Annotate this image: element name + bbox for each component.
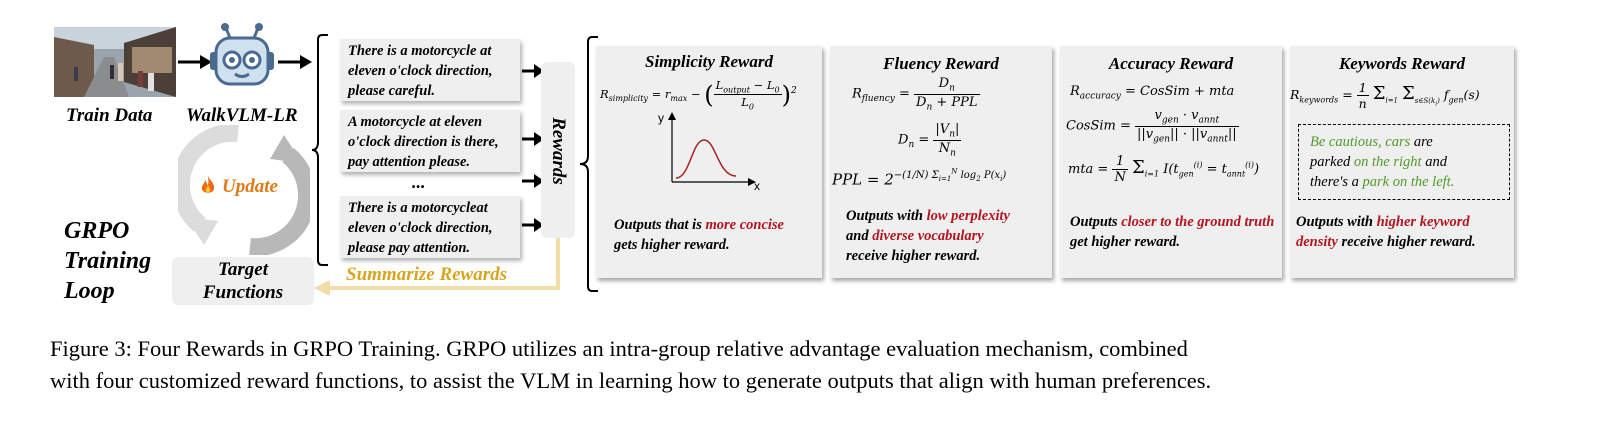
train-data-photo [54, 27, 176, 97]
summarize-label: Summarize Rewards [346, 264, 508, 285]
simplicity-desc-red: more concise [705, 217, 784, 233]
accuracy-desc-pre: Outputs [1070, 214, 1122, 230]
grpo-loop-line-2: Training [64, 248, 152, 274]
keywords-example-box [1298, 124, 1510, 200]
output-1-line-1: There is a motorcycle at [348, 43, 492, 59]
simplicity-desc-post: gets higher reward. [614, 237, 730, 253]
accuracy-card [1060, 46, 1282, 278]
fluency-desc-red1: low perplexity [926, 208, 1010, 224]
grpo-loop-label: GRPO Training Loop [64, 216, 151, 306]
summarize-arrow [314, 238, 560, 296]
target-functions-label: Target Functions [172, 258, 314, 304]
simplicity-desc-pre: Outputs that is [614, 217, 706, 233]
grpo-loop-line-3: Loop [64, 278, 115, 304]
keywords-desc-red: higher keyword density [1296, 214, 1470, 250]
target-functions-box [172, 257, 314, 305]
output-2-line-3: pay attention please. [348, 154, 471, 170]
keywords-desc-pre: Outputs with [1296, 214, 1377, 230]
accuracy-desc-post: get higher reward. [1070, 234, 1180, 250]
output-3-line-3: please pay attention. [348, 240, 471, 256]
figure-caption: Figure 3: Four Rewards in GRPO Training.… [50, 333, 1580, 397]
fluency-desc-mid: and [846, 228, 873, 244]
keywords-desc-post: receive higher reward. [1337, 234, 1476, 250]
kw-ex-l1-post: are [1410, 134, 1433, 150]
accuracy-formula-1: Raccuracy = CosSim + mta [1070, 84, 1235, 102]
arrow-icon [178, 55, 212, 69]
arrow-icon [278, 55, 312, 69]
output-box-3 [340, 196, 520, 258]
fluency-formula-2: Dn = |Vn| Nn [898, 122, 962, 159]
target-line-1: Target [218, 259, 268, 280]
output-2-line-1: A motorcycle at eleven [348, 114, 483, 130]
output-2-line-2: o'clock direction is there, [348, 134, 499, 150]
output-3-line-2: eleven o'clock direction, [348, 220, 493, 236]
keywords-example-text: Be cautious, cars are parked on the righ… [1310, 132, 1454, 192]
fluency-formula-3: PPL = 2−(1/N) Σi=1N log2 P(xi) [832, 168, 1007, 189]
plot-y-label: y [658, 111, 664, 125]
rewards-box [541, 62, 575, 238]
kw-ex-l2-post: and [1421, 154, 1447, 170]
rewards-label: Rewards [548, 117, 569, 185]
keywords-card [1290, 46, 1514, 278]
accuracy-title: Accuracy Reward [1108, 54, 1234, 73]
update-loop-arrows [178, 125, 310, 255]
accuracy-desc: Outputs closer to the ground truth get h… [1070, 212, 1276, 252]
kw-ex-l1-green: Be cautious, cars [1310, 134, 1411, 150]
kw-ex-l3-pre: there's a [1310, 174, 1363, 190]
fluency-card [830, 46, 1052, 278]
model-label: WalkVLM-LR [186, 105, 298, 126]
rewards-brace [579, 36, 598, 292]
fluency-desc-pre: Outputs with [846, 208, 927, 224]
accuracy-formula-2: CosSim = vgen · vannt ||vgen|| · ||vannt|… [1066, 108, 1239, 145]
outputs-to-rewards-arrows [522, 64, 544, 232]
simplicity-plot: y x [658, 111, 760, 190]
simplicity-card [596, 46, 822, 278]
simplicity-formula: Rsimplicity = rmax − (Loutput − L0 L0)2 [600, 78, 797, 112]
plot-x-label: x [754, 179, 760, 190]
output-1-line-3: please careful. [348, 83, 435, 99]
fire-icon [201, 176, 215, 193]
fluency-desc-red2: diverse vocabulary [872, 228, 984, 244]
grpo-loop-line-1: GRPO [64, 218, 130, 244]
caption-line-1: Figure 3: Four Rewards in GRPO Training.… [50, 336, 1188, 361]
update-label: Update [222, 176, 278, 197]
output-3-line-1: There is a motorcycleat [348, 200, 488, 216]
kw-ex-l3-green: park on the left. [1362, 174, 1455, 190]
keywords-title: Keywords Reward [1338, 54, 1466, 73]
fluency-title: Fluency Reward [883, 54, 999, 73]
output-text-3: There is a motorcycleat eleven o'clock d… [348, 198, 493, 258]
simplicity-desc: Outputs that is more concise gets higher… [614, 215, 784, 255]
output-box-1 [340, 39, 520, 101]
output-text-1: There is a motorcycle at eleven o'clock … [348, 41, 493, 101]
keywords-desc: Outputs with higher keyword density rece… [1296, 212, 1510, 252]
caption-line-2: with four customized reward functions, t… [50, 368, 1212, 393]
output-text-2: A motorcycle at eleven o'clock direction… [348, 112, 499, 172]
ellipsis: ... [412, 172, 426, 192]
outputs-brace [311, 34, 328, 266]
fluency-desc: Outputs with low perplexity and diverse … [846, 206, 1010, 266]
fluency-desc-post: receive higher reward. [846, 248, 981, 264]
target-line-2: Functions [202, 282, 284, 303]
output-box-2 [340, 110, 520, 172]
simplicity-title: Simplicity Reward [645, 52, 773, 71]
output-1-line-2: eleven o'clock direction, [348, 63, 493, 79]
kw-ex-l2-green: on the right [1353, 154, 1422, 170]
fluency-formula-1: Rfluency = Dn Dn + PPL [852, 76, 980, 113]
kw-ex-l2-pre: parked [1310, 154, 1354, 170]
robot-icon [210, 23, 274, 86]
accuracy-desc-red: closer to the ground truth [1121, 214, 1275, 230]
train-data-label: Train Data [66, 105, 153, 126]
